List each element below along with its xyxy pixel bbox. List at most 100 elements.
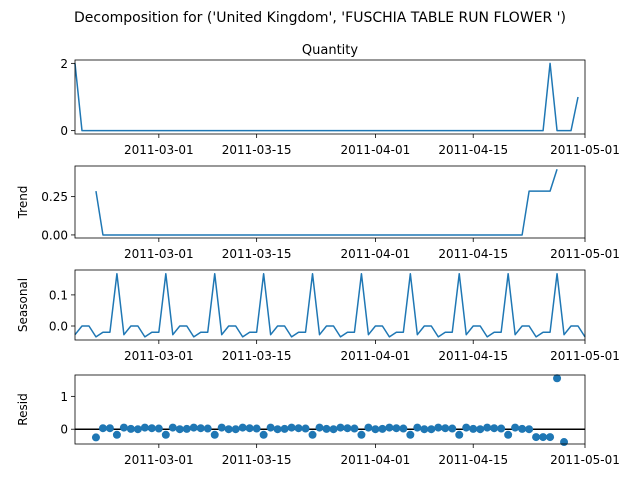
resid-point [238, 423, 247, 432]
resid-point [392, 424, 401, 433]
resid-point [490, 424, 499, 433]
resid-point [175, 425, 184, 434]
x-tick-label: 2011-03-15 [222, 247, 292, 261]
resid-point [546, 433, 555, 442]
resid-point [462, 423, 471, 432]
x-tick-label: 2011-04-15 [438, 349, 508, 363]
y-tick-label: 2 [60, 57, 68, 71]
resid-panel: Resid 2011-03-01 2011-03-15 2011-04-01 2011-… [16, 374, 620, 467]
resid-point [168, 423, 177, 432]
resid-point [427, 425, 436, 434]
resid-point [385, 423, 394, 432]
resid-point [287, 423, 296, 432]
resid-point [329, 425, 338, 434]
resid-point [126, 424, 135, 433]
resid-point [133, 425, 142, 434]
axes-frame [74, 165, 586, 239]
resid-point [441, 424, 450, 433]
resid-point [343, 424, 352, 433]
resid-point [119, 423, 128, 432]
x-tick-label: 2011-03-01 [124, 453, 194, 467]
resid-point [539, 433, 548, 442]
resid-point [273, 425, 282, 434]
resid-point [112, 430, 121, 439]
resid-point [210, 430, 219, 439]
resid-point [98, 424, 107, 433]
resid-point [434, 423, 443, 432]
y-tick-label: 0.25 [41, 190, 68, 204]
y-tick-label: 0.1 [49, 288, 68, 302]
x-tick-label: 2011-03-15 [222, 349, 292, 363]
x-tick-label: 2011-03-01 [124, 349, 194, 363]
resid-point [280, 424, 289, 433]
resid-point [532, 433, 541, 442]
resid-point [511, 423, 520, 432]
resid-point [406, 430, 415, 439]
series-line [95, 168, 558, 236]
y-axis-label: Resid [16, 393, 30, 425]
x-tick-label: 2011-04-01 [341, 247, 411, 261]
resid-point [105, 424, 114, 433]
axes-title: Quantity [302, 43, 358, 58]
x-tick-label: 2011-04-15 [438, 247, 508, 261]
series-line [74, 62, 579, 132]
y-axis-label: Trend [16, 186, 30, 220]
resid-point [252, 424, 261, 433]
y-tick-label: 0.0 [49, 320, 68, 334]
x-tick-label: 2011-03-01 [124, 143, 194, 157]
resid-point [294, 424, 303, 433]
resid-point [91, 433, 100, 442]
x-tick-label: 2011-03-01 [124, 247, 194, 261]
y-tick-label: 0 [60, 423, 68, 437]
resid-point [301, 424, 310, 433]
resid-point [161, 430, 170, 439]
resid-point [518, 424, 527, 433]
x-tick-label: 2011-05-01 [550, 247, 620, 261]
resid-point [322, 424, 331, 433]
y-tick-label: 1 [60, 390, 68, 404]
resid-point [196, 424, 205, 433]
resid-point [476, 425, 485, 434]
y-tick-label: 0.00 [41, 228, 68, 242]
figure-title: Decomposition for ('United Kingdom', 'FU… [74, 10, 566, 26]
resid-point [140, 423, 149, 432]
resid-point [378, 424, 387, 433]
resid-point [497, 424, 506, 433]
resid-point [413, 423, 422, 432]
resid-point [203, 424, 212, 433]
resid-point [357, 430, 366, 439]
resid-point [217, 423, 226, 432]
resid-point [371, 425, 380, 434]
resid-point [315, 423, 324, 432]
resid-point [189, 423, 198, 432]
resid-point [553, 374, 562, 383]
y-tick-label: 0 [60, 124, 68, 138]
y-axis-label: Seasonal [16, 278, 30, 332]
x-tick-label: 2011-04-15 [438, 453, 508, 467]
resid-point [147, 424, 156, 433]
resid-point [483, 423, 492, 432]
x-tick-label: 2011-03-15 [222, 143, 292, 157]
x-tick-label: 2011-04-01 [341, 143, 411, 157]
axes-frame [74, 59, 586, 135]
resid-point [245, 424, 254, 433]
x-tick-label: 2011-03-15 [222, 453, 292, 467]
series-line [74, 272, 586, 338]
resid-point [364, 423, 373, 432]
resid-point [231, 425, 240, 434]
axes-frame [74, 269, 586, 341]
resid-point [525, 425, 534, 434]
resid-point [560, 438, 569, 447]
resid-point [224, 425, 233, 434]
x-tick-label: 2011-04-01 [341, 453, 411, 467]
x-tick-label: 2011-05-01 [550, 143, 620, 157]
resid-point [308, 430, 317, 439]
resid-point [350, 424, 359, 433]
x-tick-label: 2011-05-01 [550, 453, 620, 467]
resid-point [448, 424, 457, 433]
x-tick-label: 2011-04-01 [341, 349, 411, 363]
resid-point [420, 425, 429, 434]
resid-point [399, 424, 408, 433]
